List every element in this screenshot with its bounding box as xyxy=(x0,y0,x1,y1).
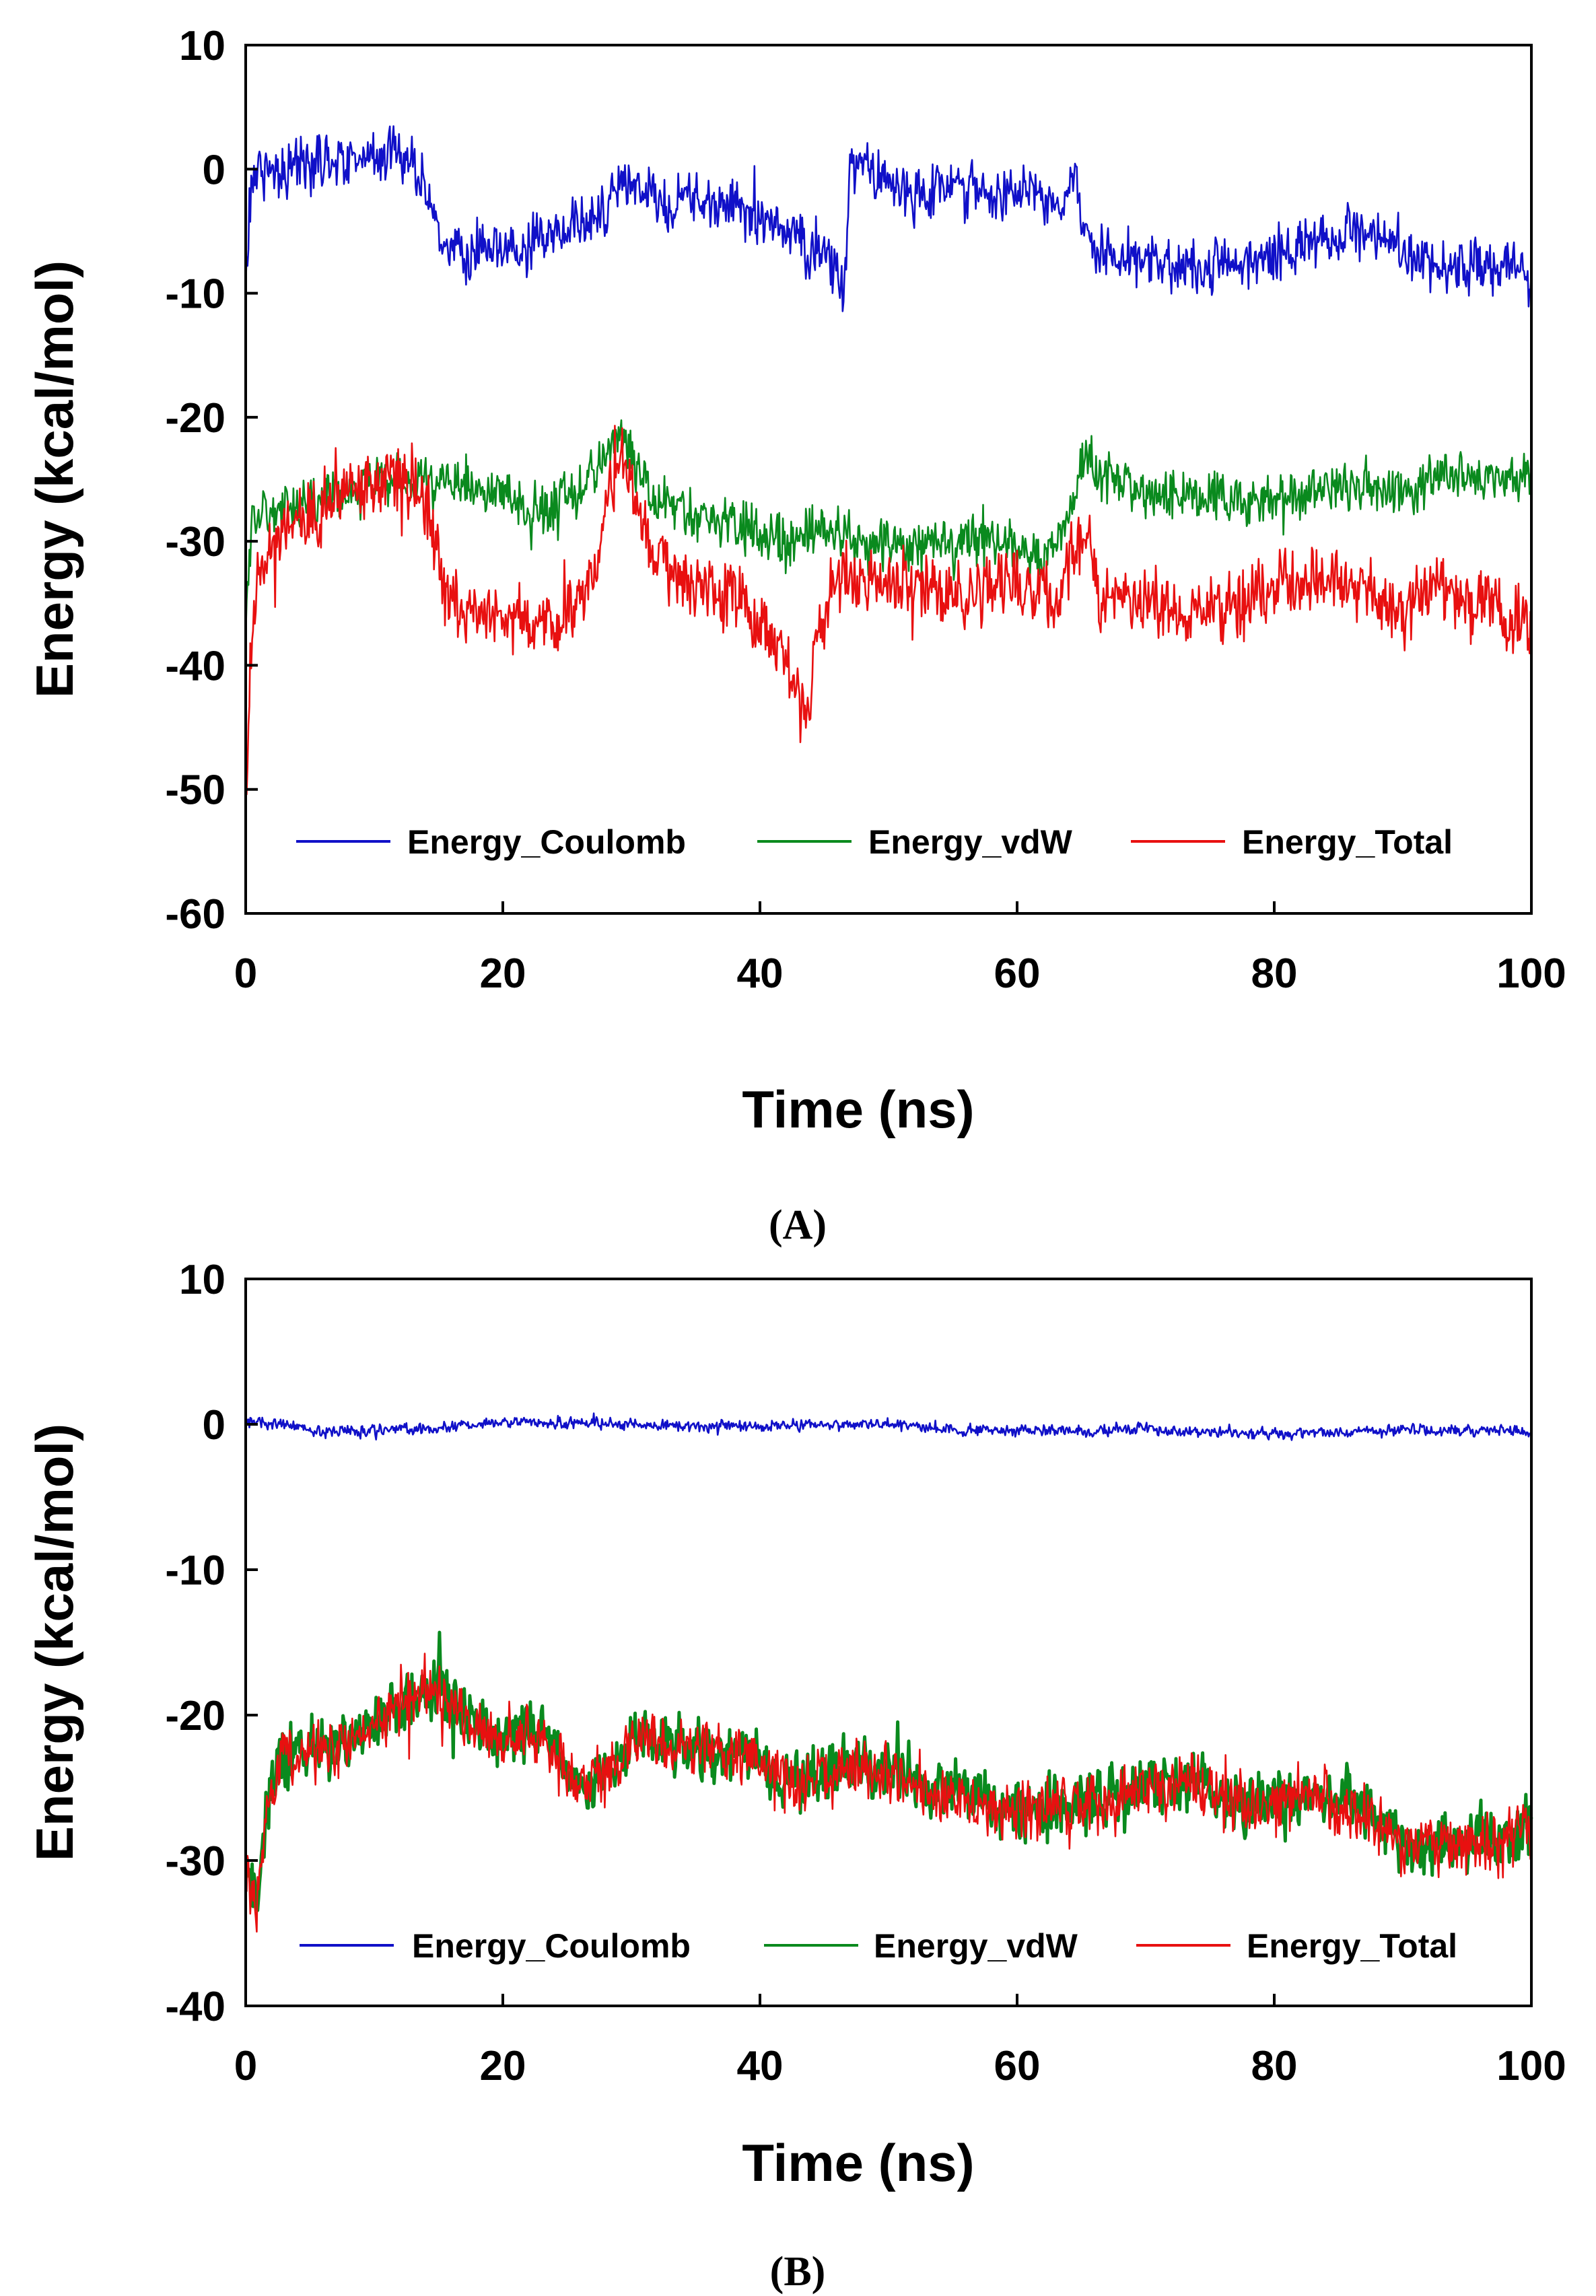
legend-label-total-a: Energy_Total xyxy=(1242,823,1453,861)
y-tick-label: -20 xyxy=(165,1693,225,1739)
x-tick-label: 100 xyxy=(1496,950,1566,997)
x-tick-label: 80 xyxy=(1251,950,1298,997)
x-tick-label: 60 xyxy=(994,2043,1041,2089)
x-tick-label: 100 xyxy=(1496,2043,1566,2089)
y-tick-label: -40 xyxy=(165,643,225,689)
legend-label-vdw-a: Energy_vdW xyxy=(868,823,1073,861)
x-tick-label: 0 xyxy=(234,2043,257,2089)
plot-frame-a xyxy=(244,44,1533,915)
legend-b: Energy_Coulomb Energy_vdW Energy_Total xyxy=(300,1927,1457,1965)
series-line-coulomb-b xyxy=(244,1412,1532,1441)
x-tick-label: 40 xyxy=(737,2043,784,2089)
series-line-vdw-a xyxy=(244,419,1533,637)
legend-label-vdw-b: Energy_vdW xyxy=(874,1927,1078,1965)
series-line-coulomb-a xyxy=(244,125,1533,312)
plot-frame-b xyxy=(244,1278,1533,2007)
x-tick-label: 80 xyxy=(1251,2043,1298,2089)
y-tick-label: -60 xyxy=(165,891,225,938)
y-axis-title-a: Energy (kcal/mol) xyxy=(25,260,84,698)
series-line-total-a xyxy=(244,425,1533,796)
y-tick-label: -30 xyxy=(165,1838,225,1885)
series-line-total-b xyxy=(244,1653,1533,1933)
legend-label-total-b: Energy_Total xyxy=(1247,1927,1457,1965)
panel-label-b: (B) xyxy=(770,2249,826,2295)
y-tick-label: -40 xyxy=(165,1984,225,2030)
chart-panel-b: 100-10-20-30-400 20 40 60 80 100 Energy_Coulo… xyxy=(25,1257,1566,2295)
series-layer-a xyxy=(244,125,1533,796)
legend-label-coulomb-b: Energy_Coulomb xyxy=(412,1927,691,1965)
y-tick-label: 10 xyxy=(179,23,225,69)
y-tick-label: 10 xyxy=(179,1257,225,1303)
x-tick-label: 20 xyxy=(480,2043,526,2089)
x-tick-label: 20 xyxy=(480,950,526,997)
x-tick-label: 40 xyxy=(737,950,784,997)
legend-label-coulomb-a: Energy_Coulomb xyxy=(407,823,686,861)
x-tick-label: 60 xyxy=(994,950,1041,997)
legend-a: Energy_Coulomb Energy_vdW Energy_Total xyxy=(296,823,1453,861)
y-tick-label: -10 xyxy=(165,271,225,318)
y-tick-label: -30 xyxy=(165,519,225,565)
y-tick-label: 0 xyxy=(203,1402,225,1449)
panel-label-a: (A) xyxy=(769,1202,827,1248)
x-axis-title-b: Time (ns) xyxy=(742,2133,974,2192)
y-tick-label: 0 xyxy=(203,147,225,193)
x-axis-title-a: Time (ns) xyxy=(742,1080,974,1139)
x-tick-label: 0 xyxy=(234,950,257,997)
ticks-b: 100-10-20-30-400 20 40 60 80 100 xyxy=(165,1257,1566,2089)
ticks-a: 100-10-20-30-40-50-600 20 40 60 80 100 xyxy=(165,23,1566,997)
y-tick-label: -10 xyxy=(165,1547,225,1594)
y-tick-label: -20 xyxy=(165,395,225,442)
chart-panel-a: 100-10-20-30-40-50-600 20 40 60 80 100 Energy… xyxy=(25,23,1566,1248)
y-tick-label: -50 xyxy=(165,767,225,814)
y-axis-title-b: Energy (kcal/mol) xyxy=(25,1424,84,1861)
series-layer-b xyxy=(244,1412,1533,1933)
